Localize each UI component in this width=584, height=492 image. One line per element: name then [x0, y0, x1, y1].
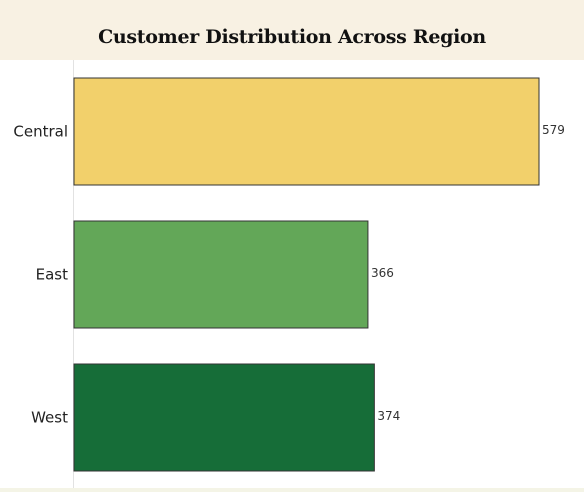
bar-west[interactable] [73, 363, 375, 472]
plot-area: Central 579 East 366 West 374 [0, 60, 584, 488]
bar-east[interactable] [73, 220, 369, 329]
category-label: Central [13, 123, 68, 141]
value-label: 374 [377, 409, 400, 423]
bottom-strip [0, 488, 584, 492]
title-bar: Customer Distribution Across Region [0, 0, 584, 60]
bar-central[interactable] [73, 77, 540, 186]
category-label: West [31, 409, 68, 427]
chart-title: Customer Distribution Across Region [98, 26, 486, 48]
value-label: 366 [371, 266, 394, 280]
value-label: 579 [542, 123, 565, 137]
bar-chart: Central 579 East 366 West 374 [13, 60, 565, 488]
category-label: East [36, 266, 68, 284]
